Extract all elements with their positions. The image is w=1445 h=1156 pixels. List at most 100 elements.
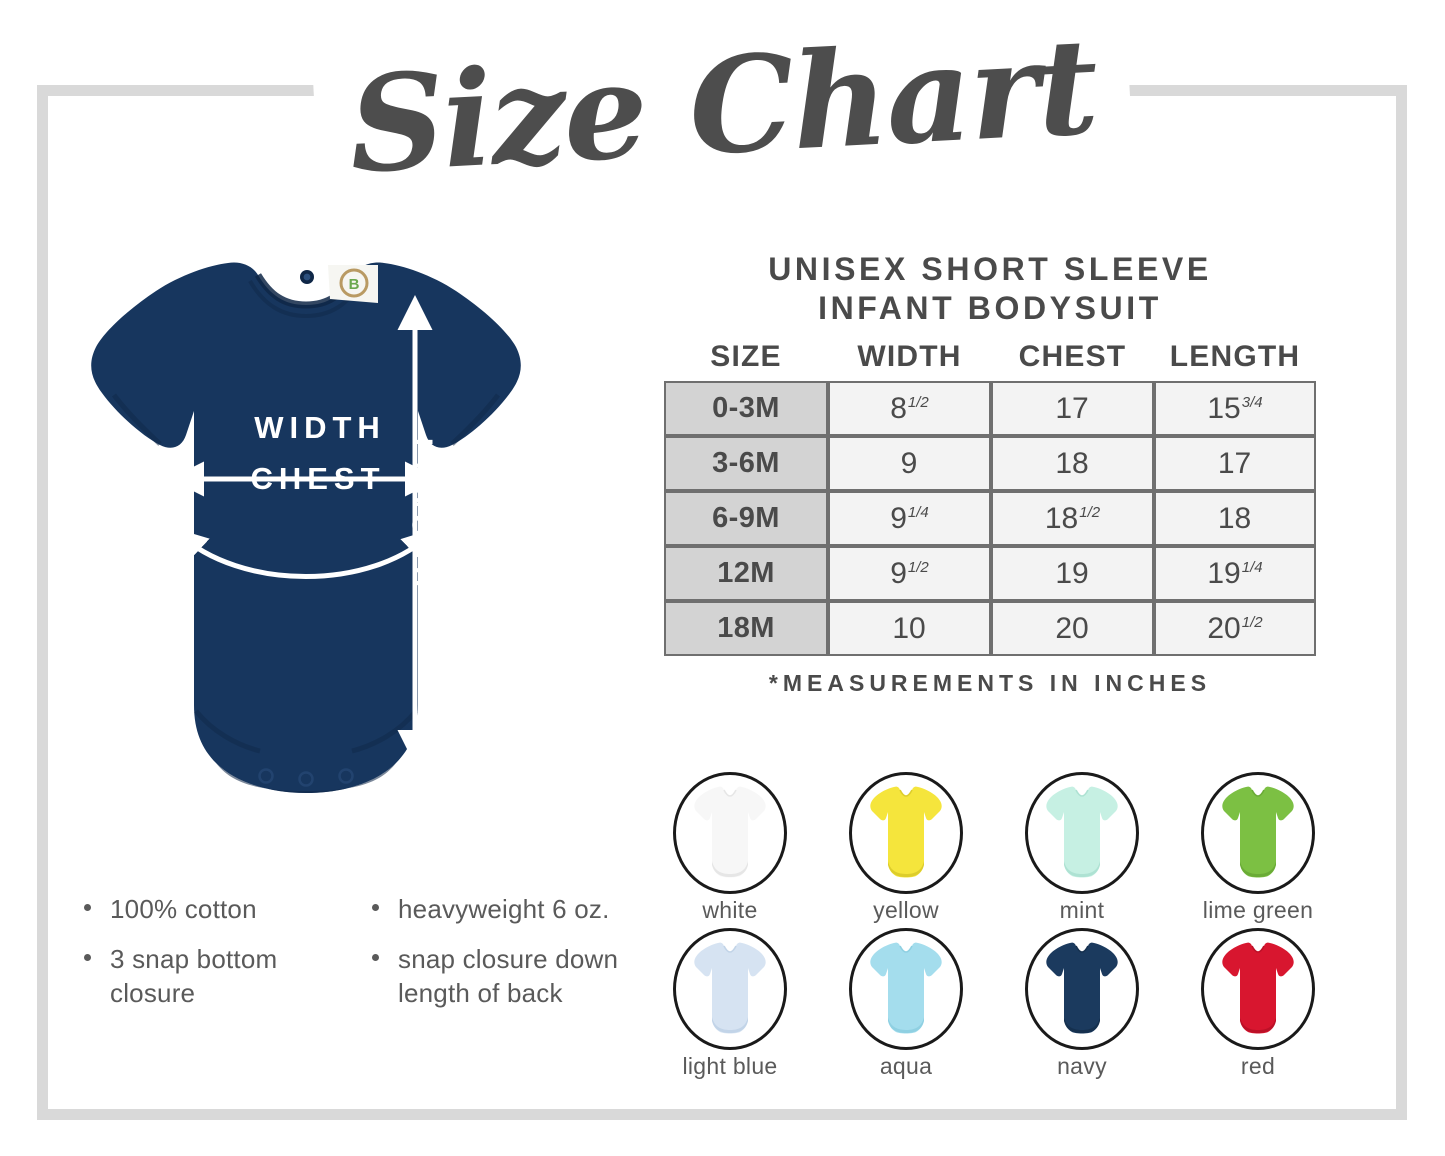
color-swatch[interactable]: yellow (821, 772, 991, 924)
value: 17 (1217, 446, 1252, 480)
cell-length: 18 (1154, 491, 1316, 547)
value: 17 (1055, 391, 1089, 425)
cell-size: 3-6M (664, 436, 828, 492)
column-header-chest: CHEST (1018, 340, 1127, 374)
features-column-2: heavyweight 6 oz. snap closure down leng… (366, 893, 628, 1026)
fraction: 3/4 (1241, 393, 1263, 411)
cell-size: 12M (664, 546, 828, 602)
table-row: 0-3M 81/2 17 153/4 (664, 381, 1316, 437)
cell-length: 153/4 (1154, 381, 1316, 437)
cell-chest: 19 (991, 546, 1154, 602)
features-list: 100% cotton 3 snap bottom closure heavyw… (78, 893, 638, 1026)
color-swatch[interactable]: lime green (1173, 772, 1343, 924)
table-row: 6-9M 91/4 181/2 18 (664, 491, 1316, 547)
bullet-icon (84, 904, 91, 911)
value: 9 (900, 446, 918, 480)
product-heading-line-2: INFANT BODYSUIT (818, 290, 1162, 327)
bodysuit-illustration: B WIDTH CHEST LENGTH (60, 225, 580, 845)
value: 15 (1207, 391, 1241, 425)
color-swatch-label: light blue (682, 1053, 778, 1079)
color-swatch-circle (1201, 772, 1315, 894)
cell-chest: 18 (991, 436, 1154, 492)
color-swatch-circle (1201, 928, 1315, 1050)
bodysuit-swatch-icon (694, 942, 766, 1034)
color-swatch[interactable]: navy (997, 928, 1167, 1080)
bodysuit-swatch-icon (694, 786, 766, 878)
cell-width: 9 (828, 436, 991, 492)
cell-width: 91/2 (828, 546, 991, 602)
bullet-icon (372, 953, 379, 961)
features-column-1: 100% cotton 3 snap bottom closure (78, 893, 340, 1026)
table-body: 0-3M 81/2 17 153/4 3-6M 9 18 17 6-9M 91/… (664, 381, 1316, 657)
value: 8 (890, 391, 907, 425)
cell-width: 81/2 (828, 381, 991, 437)
value: 18 (1055, 446, 1089, 480)
feature-text: 3 snap bottom closure (110, 943, 278, 1008)
bodysuit-swatch-icon (870, 942, 942, 1034)
bodysuit-swatch-icon (1222, 786, 1294, 878)
value: 9 (890, 501, 907, 535)
table-row: 3-6M 9 18 17 (664, 436, 1316, 492)
bodysuit-swatch-icon (1046, 786, 1118, 878)
table-row: 12M 91/2 19 191/4 (664, 546, 1316, 602)
color-swatch-label: red (1240, 1053, 1276, 1079)
brand-tag-icon: B (328, 265, 378, 303)
column-header-length: LENGTH (1169, 340, 1301, 374)
size-chart-panel: UNISEX SHORT SLEEVE INFANT BODYSUIT SIZE… (640, 250, 1340, 697)
column-header-width: WIDTH (857, 340, 962, 374)
cell-width: 91/4 (828, 491, 991, 547)
list-item: heavyweight 6 oz. (366, 893, 628, 927)
cell-length: 17 (1154, 436, 1316, 492)
cell-length: 191/4 (1154, 546, 1316, 602)
bodysuit-swatch-icon (1046, 942, 1118, 1034)
cell-chest: 17 (991, 381, 1154, 437)
cell-width: 10 (828, 601, 991, 657)
list-item: 3 snap bottom closure (78, 943, 340, 1011)
fraction: 1/4 (1241, 558, 1263, 576)
color-swatch-circle (849, 772, 963, 894)
color-swatch-circle (1025, 772, 1139, 894)
color-swatch-label: white (702, 897, 758, 923)
bullet-icon (372, 904, 379, 911)
color-swatch-circle (1025, 928, 1139, 1050)
color-swatch-label: aqua (879, 1053, 933, 1079)
fraction: 1/4 (907, 503, 929, 521)
bodysuit-swatch-icon (870, 786, 942, 878)
feature-text: snap closure down length of back (398, 943, 619, 1008)
garment-shape: B (91, 262, 521, 793)
cell-chest: 181/2 (991, 491, 1154, 547)
product-heading: UNISEX SHORT SLEEVE INFANT BODYSUIT (640, 250, 1340, 328)
color-swatch-label: yellow (873, 897, 939, 923)
color-swatch[interactable]: white (645, 772, 815, 924)
cell-size: 6-9M (664, 491, 828, 547)
fraction: 1/2 (907, 393, 929, 411)
color-swatch[interactable]: red (1173, 928, 1343, 1080)
list-item: 100% cotton (78, 893, 340, 927)
color-swatch[interactable]: light blue (645, 928, 815, 1080)
value: 10 (892, 611, 926, 645)
value: 18 (1217, 501, 1252, 535)
value: 20 (1055, 611, 1089, 645)
column-header-size: SIZE (710, 340, 782, 374)
table-header-row: SIZE WIDTH CHEST LENGTH (664, 340, 1316, 381)
feature-text: 100% cotton (110, 894, 257, 924)
color-swatch-label: mint (1059, 897, 1105, 923)
cell-length: 201/2 (1154, 601, 1316, 657)
fraction: 1/2 (907, 558, 929, 576)
fraction: 1/2 (1079, 503, 1101, 521)
color-swatch-label: navy (1057, 1053, 1107, 1079)
table-row: 18M 10 20 201/2 (664, 601, 1316, 657)
value: 19 (1055, 556, 1089, 590)
value: 20 (1207, 611, 1241, 645)
color-swatch[interactable]: mint (997, 772, 1167, 924)
bodysuit-swatch-icon (1222, 942, 1294, 1034)
svg-text:B: B (349, 276, 360, 293)
color-swatch-grid: white yellow mint lime green light blue aqua n… (645, 772, 1345, 1080)
measurement-note: *MEASUREMENTS IN INCHES (768, 670, 1212, 697)
bullet-icon (84, 953, 91, 961)
color-swatch[interactable]: aqua (821, 928, 991, 1080)
cell-size: 18M (664, 601, 828, 657)
value: 9 (890, 556, 907, 590)
feature-text: heavyweight 6 oz. (398, 894, 610, 924)
cell-chest: 20 (991, 601, 1154, 657)
